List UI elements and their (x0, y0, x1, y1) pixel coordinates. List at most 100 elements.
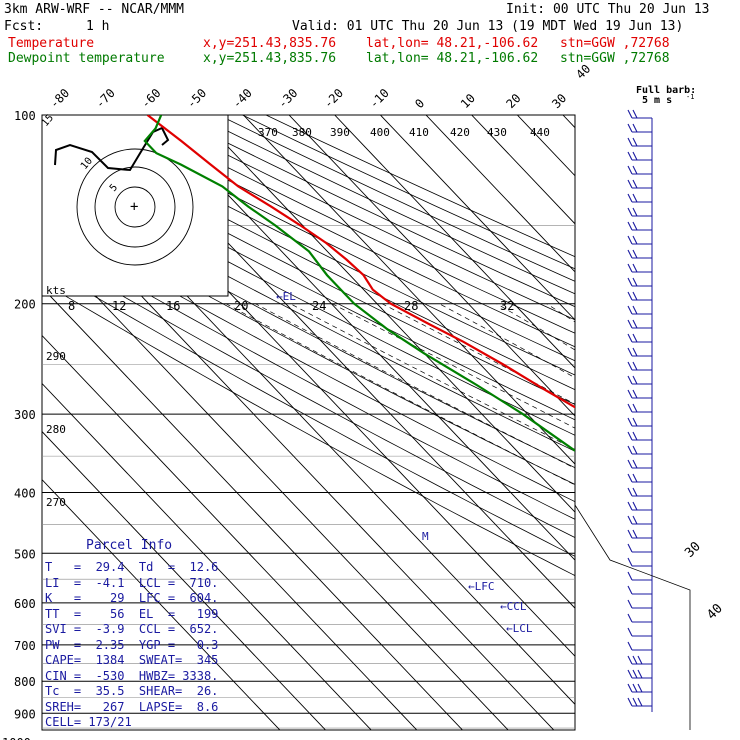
wind-barb (627, 501, 652, 511)
hodograph-center: + (130, 199, 138, 215)
right-temp-label: 30 (682, 539, 704, 561)
dewpoint-station: stn=GGW ,72768 (560, 51, 670, 66)
wind-barb (627, 627, 652, 637)
temperature-station: stn=GGW ,72768 (560, 36, 670, 51)
wind-barb (627, 459, 652, 469)
wind-barb (627, 473, 652, 483)
hodograph-ring-label: 5 (108, 182, 120, 194)
wind-barb (627, 417, 652, 427)
forecast-hour: 1 h (86, 19, 110, 34)
theta-label: 400 (370, 126, 390, 139)
theta-label: 420 (450, 126, 470, 139)
parcel-info-row: LI = -4.1 LCL = 710. (45, 575, 219, 590)
isotherm--40 (243, 115, 575, 465)
dewpoint-latlon: lat,lon= 48.21,-106.62 (366, 51, 539, 66)
parcel-info-row: T = 29.4 Td = 12.6 (45, 560, 219, 574)
parcel-info-row: K = 29 LFC = 604. (45, 591, 219, 605)
barb-legend-title: Full barb: (636, 85, 696, 96)
pressure-label-800: 800 (14, 675, 36, 689)
dry-adiabat-360 (42, 121, 575, 391)
wind-barb (627, 165, 652, 175)
wind-barb (627, 669, 652, 679)
wind-barb (627, 361, 652, 371)
wind-barb (627, 599, 652, 609)
lfc-label: ←LFC (468, 580, 495, 593)
barb-legend-sup: -1 (686, 93, 694, 101)
dry-adiabat-300 (42, 203, 575, 485)
pressure-label-900: 900 (14, 707, 36, 721)
pressure-label-700: 700 (14, 639, 36, 653)
wind-barb (627, 529, 652, 539)
hodograph-ring (94, 166, 176, 248)
parcel-info-row: TT = 56 EL = 199 (45, 606, 219, 621)
model-label: 3km ARW-WRF -- NCAR/MMM (4, 2, 185, 17)
dewpoint-legend: Dewpoint temperature (8, 51, 165, 66)
parcel-info-row: Tc = 35.5 SHEAR= 26. (45, 684, 219, 698)
dry-adiabat-340 (42, 147, 575, 421)
temperature-tick-label: -70 (93, 86, 118, 111)
dry-adiabat-250 (42, 281, 575, 577)
temperature-xy: x,y=251.43,835.76 (203, 36, 337, 51)
moist-adiabat-24 (381, 303, 575, 405)
isotherm-0 (425, 115, 575, 273)
moist-adiabat-16 (290, 303, 575, 450)
theta-label: 390 (330, 126, 350, 139)
parcel-info-row: CAPE= 1384 SWEAT= 345 (45, 653, 219, 667)
wind-barb (627, 123, 652, 133)
pressure-label-200: 200 (14, 298, 36, 312)
temperature-tick-label: 10 (458, 91, 478, 111)
dewpoint-xy: x,y=251.43,835.76 (203, 51, 337, 66)
wind-barb (627, 445, 652, 455)
wind-barb (627, 305, 652, 315)
isotherm--140 (42, 382, 372, 730)
ccl-label: ←CCL (500, 600, 527, 613)
pressure-label-100: 100 (14, 109, 36, 123)
wind-barb (627, 431, 652, 441)
moist-adiabat-8 (225, 303, 575, 486)
isotherm-50 (654, 115, 740, 740)
pressure-label-600: 600 (14, 597, 36, 611)
isotherm--150 (42, 430, 327, 730)
speed-scale-label: 28 (404, 299, 418, 313)
isotherm--110 (42, 238, 509, 730)
isotherm--50 (197, 115, 575, 513)
temperature-tick-label: -20 (321, 86, 346, 111)
speed-scale-label: 12 (112, 299, 126, 313)
speed-scale-label: 8 (68, 299, 75, 313)
wind-barb (627, 487, 652, 497)
speed-scale-label: 20 (234, 299, 248, 313)
pressure-label-1000: 1000 (2, 736, 31, 740)
hodograph-trace (54, 126, 170, 172)
wind-barb (627, 235, 652, 245)
wind-barb (627, 403, 652, 413)
right-temp-label: 40 (704, 601, 726, 623)
temperature-legend: Temperature (8, 36, 95, 51)
temperature-latlon: lat,lon= 48.21,-106.62 (366, 36, 539, 51)
temperature-tick-label: -30 (275, 86, 300, 111)
wind-barb (627, 151, 652, 161)
speed-scale-label: 16 (166, 299, 180, 313)
dry-adiabat-270 (42, 249, 575, 539)
hodograph-ring (114, 186, 156, 228)
dewpoint-line (143, 115, 575, 453)
right-frame-line (574, 504, 691, 730)
wind-barb (627, 347, 652, 357)
dry-adiabat-330 (42, 160, 575, 436)
temperature-tick-label: -10 (367, 86, 392, 111)
dry-adiabat-310 (42, 189, 575, 469)
moist-adiabat-36 (546, 303, 575, 323)
theta-label: 370 (258, 126, 278, 139)
hodograph-kts-label: kts (46, 284, 66, 297)
wind-barb (627, 291, 652, 301)
wind-barb (627, 515, 652, 525)
theta-left-label: 290 (46, 350, 66, 363)
lcl-label: ←LCL (506, 622, 533, 635)
wind-barb (627, 319, 652, 329)
wind-barb (627, 263, 652, 273)
isotherm--130 (42, 334, 418, 730)
m-label: M (422, 530, 429, 543)
forecast-label: Fcst: (4, 19, 44, 34)
pressure-label-300: 300 (14, 408, 36, 422)
theta-left-label: 280 (46, 423, 66, 436)
